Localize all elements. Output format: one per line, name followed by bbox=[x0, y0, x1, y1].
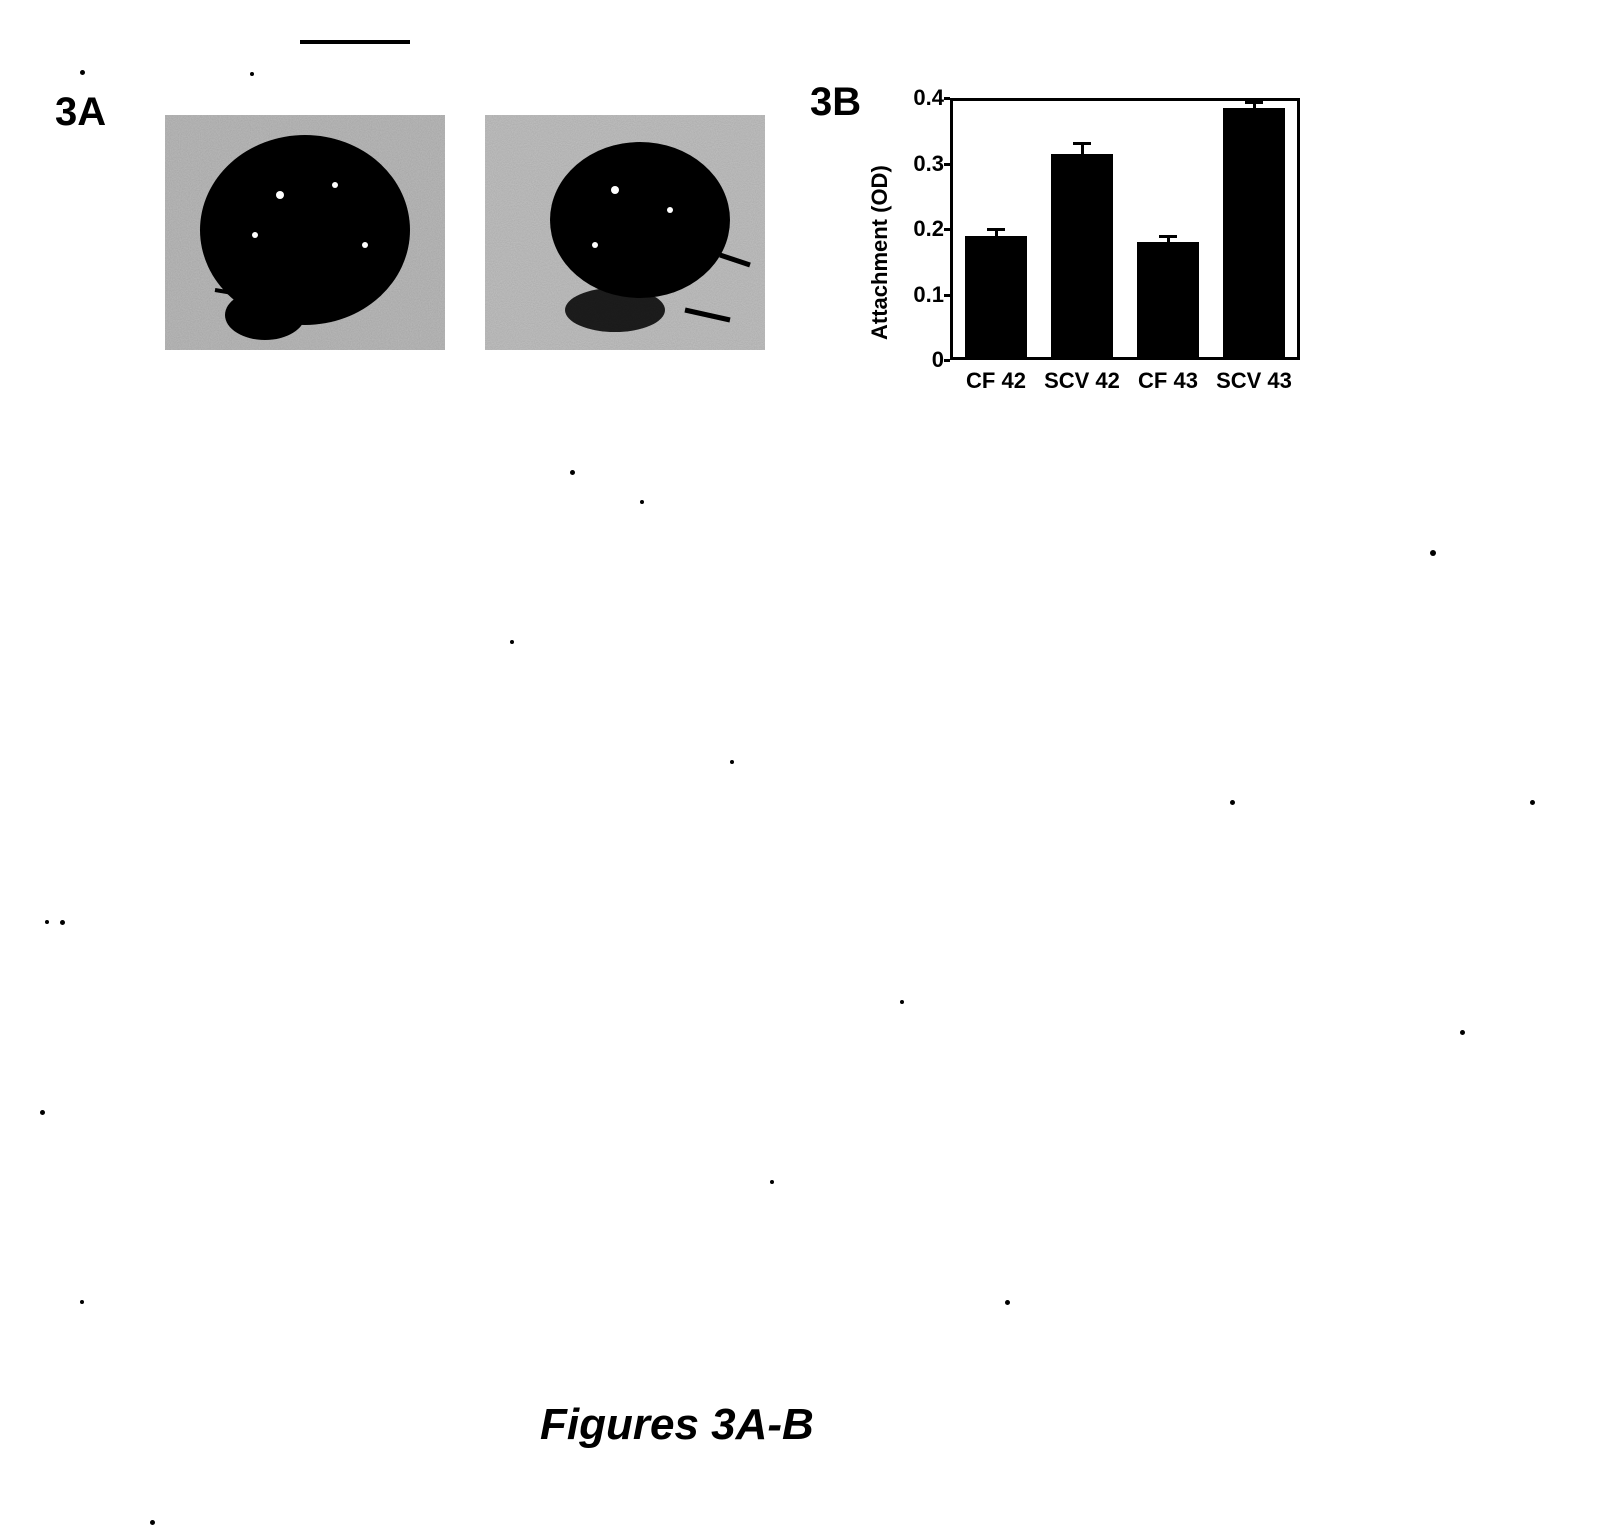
micrograph-1-svg bbox=[165, 115, 445, 350]
scan-speck bbox=[570, 470, 575, 475]
scan-speck bbox=[60, 920, 65, 925]
chart-y-tick bbox=[944, 163, 950, 166]
chart-error-cap bbox=[1073, 142, 1091, 145]
scan-speck bbox=[1005, 1300, 1010, 1305]
chart-bar bbox=[965, 236, 1027, 360]
attachment-bar-chart: Attachment (OD) 00.10.20.30.4CF 42SCV 42… bbox=[855, 90, 1315, 420]
chart-x-category-label: SCV 43 bbox=[1209, 368, 1299, 394]
scan-speck bbox=[510, 640, 514, 644]
scan-artifact-dash bbox=[300, 40, 410, 44]
chart-y-tick-label: 0.2 bbox=[902, 216, 944, 242]
chart-y-tick bbox=[944, 97, 950, 100]
scan-speck bbox=[1460, 1030, 1465, 1035]
micrograph-row bbox=[165, 115, 765, 350]
scan-speck bbox=[900, 1000, 904, 1004]
chart-y-tick-label: 0.3 bbox=[902, 151, 944, 177]
chart-y-tick-label: 0.4 bbox=[902, 85, 944, 111]
chart-y-tick bbox=[944, 228, 950, 231]
figure-page: 3A bbox=[0, 0, 1610, 1534]
scan-speck bbox=[730, 760, 734, 764]
scan-speck bbox=[40, 1110, 45, 1115]
scan-speck bbox=[1530, 800, 1535, 805]
scan-speck bbox=[1430, 550, 1436, 556]
micrograph-2-svg bbox=[485, 115, 765, 350]
chart-x-category-label: CF 43 bbox=[1123, 368, 1213, 394]
scan-speck bbox=[80, 70, 85, 75]
figure-caption: Figures 3A-B bbox=[540, 1400, 814, 1450]
chart-error-cap bbox=[1245, 101, 1263, 104]
chart-y-tick-label: 0 bbox=[902, 347, 944, 373]
chart-y-tick-label: 0.1 bbox=[902, 282, 944, 308]
micrograph-1 bbox=[165, 115, 445, 350]
scan-speck bbox=[80, 1300, 84, 1304]
chart-error-cap bbox=[987, 228, 1005, 231]
panel-b-label: 3B bbox=[810, 80, 861, 125]
scan-speck bbox=[150, 1520, 155, 1525]
scan-speck bbox=[1230, 800, 1235, 805]
micrograph-2 bbox=[485, 115, 765, 350]
chart-x-category-label: CF 42 bbox=[951, 368, 1041, 394]
scan-speck bbox=[770, 1180, 774, 1184]
panel-a-label: 3A bbox=[55, 90, 106, 135]
chart-bar bbox=[1223, 108, 1285, 360]
chart-y-axis-label: Attachment (OD) bbox=[867, 165, 893, 340]
scan-speck bbox=[45, 920, 49, 924]
chart-y-tick bbox=[944, 359, 950, 362]
chart-bar bbox=[1137, 242, 1199, 360]
chart-error-cap bbox=[1159, 235, 1177, 238]
scan-speck bbox=[640, 500, 644, 504]
scan-speck bbox=[250, 72, 254, 76]
chart-x-category-label: SCV 42 bbox=[1037, 368, 1127, 394]
chart-bar bbox=[1051, 154, 1113, 360]
chart-y-tick bbox=[944, 294, 950, 297]
